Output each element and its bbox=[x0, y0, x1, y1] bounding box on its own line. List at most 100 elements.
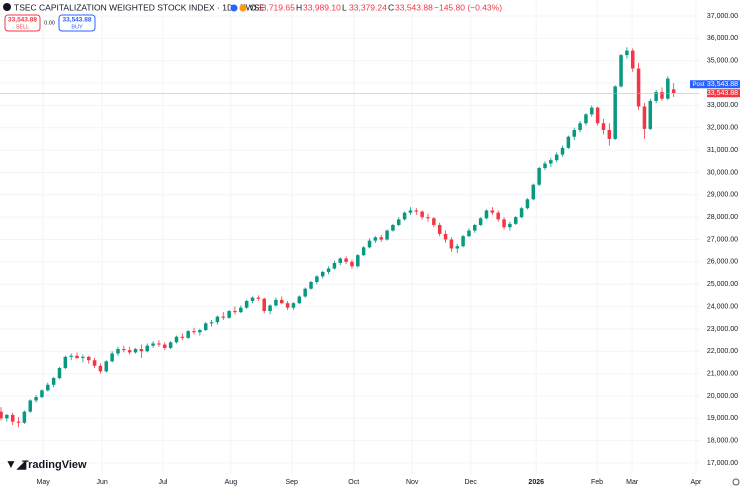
candle-body bbox=[69, 355, 73, 357]
ohlc-value: 33,543.88 bbox=[395, 2, 433, 12]
candle-body bbox=[16, 421, 21, 423]
candle-body bbox=[414, 210, 419, 212]
y-tick-label: 35,000.00 bbox=[707, 58, 738, 65]
candle-body bbox=[51, 378, 56, 385]
candle-body bbox=[572, 129, 576, 137]
candle-body bbox=[40, 390, 44, 398]
y-tick-label: 27,000.00 bbox=[707, 236, 738, 243]
candle-body bbox=[163, 344, 167, 348]
candle-body bbox=[198, 330, 202, 333]
y-tick-label: 24,000.00 bbox=[707, 303, 738, 310]
candle-body bbox=[250, 297, 255, 301]
candle-body bbox=[496, 212, 500, 220]
candle-body bbox=[654, 91, 658, 101]
logo-mark: ▼◢ bbox=[5, 457, 27, 471]
candle-body bbox=[0, 411, 3, 419]
y-tick-label: 36,000.00 bbox=[707, 35, 738, 42]
candle-body bbox=[168, 342, 173, 348]
candle-body bbox=[285, 303, 290, 308]
candle-body bbox=[578, 123, 582, 130]
y-tick-label: 21,000.00 bbox=[707, 370, 738, 377]
candle-body bbox=[192, 331, 196, 333]
candles bbox=[0, 47, 676, 428]
candle-body bbox=[426, 217, 430, 219]
candle-body bbox=[57, 368, 62, 379]
candle-body bbox=[344, 258, 348, 262]
candle-body bbox=[367, 240, 372, 248]
candle-body bbox=[157, 343, 161, 345]
candle-body bbox=[666, 78, 670, 99]
candle-body bbox=[502, 219, 506, 228]
candle-body bbox=[385, 230, 389, 240]
ohlc-key: C bbox=[388, 2, 394, 12]
y-tick-label: 18,000.00 bbox=[707, 438, 738, 445]
candle-body bbox=[203, 323, 208, 331]
candle-body bbox=[332, 262, 337, 269]
candle-body bbox=[34, 397, 38, 401]
x-tick-label: May bbox=[36, 479, 50, 486]
candle-body bbox=[537, 167, 541, 185]
y-tick-label: 37,000.00 bbox=[707, 13, 738, 20]
session-badge bbox=[690, 80, 707, 89]
candle-body bbox=[636, 68, 641, 107]
candle-body bbox=[543, 163, 547, 168]
candle-body bbox=[455, 246, 460, 249]
x-tick-label: Jun bbox=[97, 479, 108, 486]
candle-body bbox=[116, 349, 120, 354]
settings-icon[interactable] bbox=[732, 478, 740, 486]
candle-body bbox=[660, 91, 664, 99]
y-tick-label: 29,000.00 bbox=[707, 192, 738, 199]
axes: 17,000.00 18,000.00 19,000.00 20,000.00 21,0… bbox=[0, 13, 740, 486]
y-tick-label: 23,000.00 bbox=[707, 326, 738, 333]
buy-label: BUY bbox=[71, 24, 83, 30]
last-price-label: 33,543.88 bbox=[707, 90, 738, 97]
candle-body bbox=[671, 89, 676, 94]
candle-body bbox=[461, 236, 465, 247]
session-label: Post bbox=[692, 82, 704, 88]
x-tick-label: Jul bbox=[159, 479, 168, 486]
x-tick-label: Aug bbox=[225, 479, 238, 486]
buy-price: 33,543.88 bbox=[63, 17, 92, 24]
candle-body bbox=[630, 50, 635, 69]
candle-body bbox=[397, 219, 401, 225]
candle-body bbox=[139, 349, 144, 352]
candle-body bbox=[642, 106, 647, 129]
candle-body bbox=[467, 230, 471, 237]
sell-button[interactable] bbox=[4, 14, 41, 32]
candle-body bbox=[22, 411, 27, 423]
candle-body bbox=[233, 311, 237, 313]
candle-body bbox=[244, 300, 249, 308]
candle-body bbox=[133, 349, 138, 353]
y-tick-label: 30,000.00 bbox=[707, 169, 738, 176]
candle-body bbox=[274, 299, 278, 306]
symbol-icon bbox=[3, 3, 11, 11]
candle-body bbox=[437, 224, 442, 234]
candle-body bbox=[408, 210, 413, 213]
y-tick-label: 25,000.00 bbox=[707, 281, 738, 288]
y-tick-label: 32,000.00 bbox=[707, 125, 738, 132]
candle-body bbox=[209, 322, 214, 324]
candle-body bbox=[490, 210, 495, 213]
candle-body bbox=[338, 258, 343, 263]
candle-body bbox=[320, 271, 325, 277]
ohlc-value: 33,989.10 bbox=[303, 2, 341, 12]
y-tick-label: 28,000.00 bbox=[707, 214, 738, 221]
candle-body bbox=[63, 356, 68, 369]
buy-button[interactable] bbox=[58, 14, 96, 32]
candle-body bbox=[402, 212, 407, 220]
x-tick-label: Feb bbox=[591, 479, 603, 486]
status-dot bbox=[230, 4, 238, 12]
candle-body bbox=[473, 224, 477, 231]
candle-body bbox=[584, 114, 588, 124]
candle-body bbox=[601, 123, 606, 130]
candle-body bbox=[239, 307, 243, 313]
candle-body bbox=[46, 384, 50, 391]
x-tick-label: Oct bbox=[348, 479, 359, 486]
candle-body bbox=[478, 218, 483, 225]
candle-body bbox=[110, 353, 114, 362]
candle-body bbox=[391, 224, 395, 231]
candle-body bbox=[525, 199, 530, 209]
y-tick-label: 17,000.00 bbox=[707, 460, 738, 467]
candle-body bbox=[75, 355, 79, 358]
candle-body bbox=[361, 247, 366, 256]
